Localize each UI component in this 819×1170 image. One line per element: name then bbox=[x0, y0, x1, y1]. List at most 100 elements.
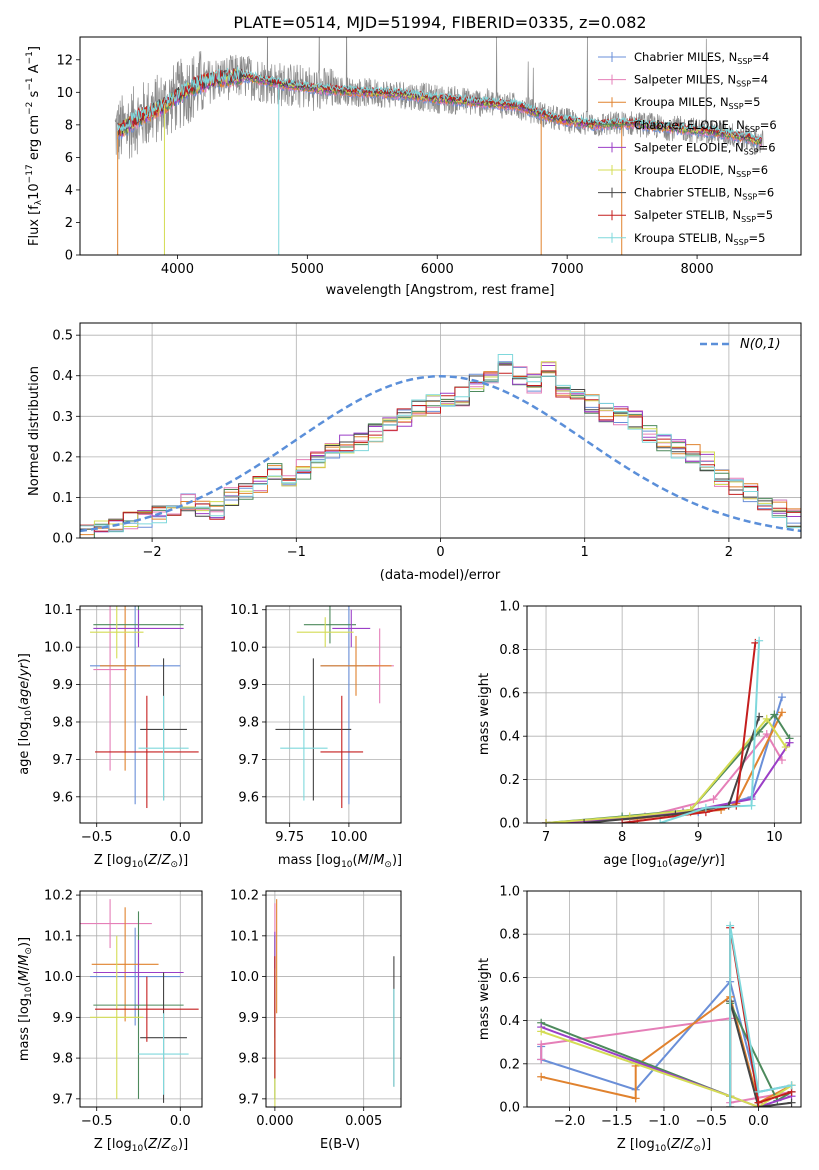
spectrum-ytick-label: 2 bbox=[65, 216, 73, 231]
legend-entry-label: Kroupa ELODIE, NSSP=6 bbox=[634, 163, 768, 179]
legend-entry-name: Salpeter MILES, N bbox=[634, 73, 736, 87]
legend-entry-name: Kroupa MILES, N bbox=[634, 95, 729, 109]
mass-vs-ebv-ytick-label: 10.2 bbox=[230, 889, 259, 904]
age-vs-mass-ytick-label: 9.8 bbox=[238, 715, 259, 730]
residuals-xtick-label: 1 bbox=[581, 545, 589, 560]
mass-vs-z-ytick-label: 10.0 bbox=[44, 970, 73, 985]
spectrum-xtick-label: 5000 bbox=[291, 262, 324, 277]
legend-entry-label: Chabrier ELODIE, NSSP=6 bbox=[634, 118, 777, 134]
legend-entry-label: Kroupa STELIB, NSSP=5 bbox=[634, 231, 765, 247]
mass-vs-z-ytick-label: 10.1 bbox=[44, 929, 73, 944]
residuals-ytick-label: 0.1 bbox=[52, 491, 73, 506]
legend-entry-label: Salpeter ELODIE, NSSP=6 bbox=[634, 140, 776, 156]
age-vs-mass-errorbars bbox=[275, 606, 394, 809]
weight-vs-z-xtick-label: −0.5 bbox=[695, 1114, 727, 1129]
legend-entry-name: Kroupa ELODIE, N bbox=[634, 163, 736, 177]
weight-vs-z-panel: −2.0 −1.5 −1.0 −0.5 0.0 0.0 0.2 0.4 0.6 0.8 1.0 Z … bbox=[477, 885, 802, 1154]
mass-vs-z-ytick-label: 9.9 bbox=[52, 1011, 73, 1026]
spectrum-xlabel: wavelength [Angstrom, rest frame] bbox=[326, 283, 555, 298]
legend-entry-count: =4 bbox=[752, 50, 769, 64]
weight-vs-age-ytick-label: 0.0 bbox=[499, 817, 520, 832]
spectrum-axes-frame bbox=[79, 36, 802, 256]
spectrum-ytick-label: 8 bbox=[65, 118, 73, 133]
age-vs-z-ytick-label: 10.0 bbox=[44, 641, 73, 656]
age-vs-z-ytick-label: 10.1 bbox=[44, 603, 73, 618]
weight-vs-z-lines bbox=[537, 921, 796, 1107]
mass-vs-z-ytick-label: 9.8 bbox=[52, 1052, 73, 1067]
age-vs-z-xtick-label: 0.0 bbox=[170, 830, 191, 845]
mass-vs-z-panel: −0.5 0.0 9.7 9.8 9.9 10.0 10.1 10.2 Z [log10(Z/… bbox=[17, 889, 203, 1154]
legend-entry-subscript: SSP bbox=[736, 170, 751, 179]
weight-vs-z-ytick-label: 0.4 bbox=[499, 1014, 520, 1029]
spectrum-ytick-label: 12 bbox=[56, 53, 73, 68]
age-vs-z-ytick-label: 9.9 bbox=[52, 678, 73, 693]
mass-vs-z-axes-frame bbox=[79, 890, 203, 1108]
mass-vs-ebv-ytick-label: 9.8 bbox=[238, 1052, 259, 1067]
residuals-xtick-label: −2 bbox=[143, 545, 162, 560]
weight-vs-age-lines bbox=[542, 636, 794, 823]
weight-vs-age-ytick-label: 0.2 bbox=[499, 773, 520, 788]
mass-vs-ebv-axes-frame bbox=[265, 890, 402, 1108]
mass-weight-line bbox=[659, 640, 761, 823]
legend-entry-count: =6 bbox=[751, 163, 768, 177]
mass-vs-z-xtick-label: 0.0 bbox=[170, 1114, 191, 1129]
weight-vs-age-xtick-label: 7 bbox=[542, 830, 550, 845]
age-vs-z-ytick-label: 9.7 bbox=[52, 753, 73, 768]
mass-weight-line bbox=[729, 925, 792, 1107]
legend-entry-subscript: SSP bbox=[737, 57, 752, 66]
mass-vs-z-ytick-label: 10.2 bbox=[44, 889, 73, 904]
legend-entry-name: Chabrier STELIB, N bbox=[634, 186, 742, 200]
residuals-legend: N(0,1) bbox=[700, 337, 781, 352]
spectrum-xtick-label: 7000 bbox=[551, 262, 584, 277]
spectrum-xtick-label: 4000 bbox=[161, 262, 194, 277]
spectrum-xtick-label: 8000 bbox=[681, 262, 714, 277]
age-vs-mass-ytick-label: 9.9 bbox=[238, 678, 259, 693]
age-vs-z-ylabel: age [log10(age/yr)] bbox=[17, 653, 34, 775]
legend-entry-subscript: SSP bbox=[736, 80, 751, 89]
figure-title: PLATE=0514, MJD=51994, FIBERID=0335, z=0… bbox=[233, 13, 646, 32]
residuals-xtick-label: 0 bbox=[436, 545, 444, 560]
weight-vs-z-ytick-label: 0.8 bbox=[499, 928, 520, 943]
legend-entry-name: Chabrier MILES, N bbox=[634, 50, 737, 64]
mass-vs-ebv-errorbars bbox=[274, 899, 395, 1107]
model-spectrum-trace bbox=[117, 66, 762, 141]
legend-entry-count: =5 bbox=[744, 95, 761, 109]
legend-entry-label: Salpeter STELIB, NSSP=5 bbox=[634, 208, 773, 224]
weight-vs-z-ytick-label: 0.2 bbox=[499, 1057, 520, 1072]
residuals-xlabel: (data-model)/error bbox=[380, 568, 501, 583]
weight-vs-age-panel: 7 8 9 10 0.0 0.2 0.4 0.6 0.8 1.0 age [log10(age/y… bbox=[477, 600, 802, 870]
mass-vs-z-xlabel: Z [log10(Z/Z⊙)] bbox=[94, 1137, 188, 1154]
age-vs-mass-xtick-label: 9.75 bbox=[275, 830, 304, 845]
normal-legend-label: N(0,1) bbox=[740, 337, 781, 352]
mass-vs-z-ytick-label: 9.7 bbox=[52, 1092, 73, 1107]
age-vs-z-errorbars bbox=[90, 606, 199, 809]
weight-vs-z-ytick-label: 0.6 bbox=[499, 971, 520, 986]
weight-vs-age-ytick-label: 0.6 bbox=[499, 686, 520, 701]
residuals-ytick-label: 0.4 bbox=[52, 369, 73, 384]
weight-vs-age-xlabel: age [log10(age/yr)] bbox=[603, 853, 725, 870]
legend-entry-count: =6 bbox=[759, 140, 776, 154]
residuals-ytick-label: 0.5 bbox=[52, 329, 73, 344]
legend-entry-label: Chabrier STELIB, NSSP=6 bbox=[634, 186, 774, 202]
legend-entry-label: Kroupa MILES, NSSP=5 bbox=[634, 95, 760, 111]
weight-vs-z-ytick-label: 0.0 bbox=[499, 1101, 520, 1116]
weight-vs-age-xtick-label: 8 bbox=[618, 830, 626, 845]
weight-vs-z-xlabel: Z [log10(Z/Z⊙)] bbox=[617, 1137, 711, 1154]
legend-entry-name: Chabrier ELODIE, N bbox=[634, 118, 745, 132]
weight-vs-z-xtick-label: 0.0 bbox=[748, 1114, 769, 1129]
mass-vs-ebv-ytick-label: 9.7 bbox=[238, 1092, 259, 1107]
weight-vs-z-ytick-label: 1.0 bbox=[499, 885, 520, 900]
mass-vs-ebv-ytick-label: 9.9 bbox=[238, 1011, 259, 1026]
mass-vs-z-ylabel: mass [log10(M/M⊙)] bbox=[17, 937, 34, 1061]
age-vs-mass-xlabel: mass [log10(M/M⊙)] bbox=[278, 853, 402, 870]
legend-entry-count: =6 bbox=[757, 186, 774, 200]
mass-vs-z-xtick-label: −0.5 bbox=[81, 1114, 113, 1129]
legend-entry-name: Kroupa STELIB, N bbox=[634, 231, 734, 245]
residual-histogram-step bbox=[80, 364, 801, 538]
residuals-panel: −2 −1 0 1 2 0.0 0.1 0.2 0.3 0.4 0.5 N(0,1) (data-m… bbox=[27, 322, 802, 583]
age-vs-z-panel: −0.5 0.0 9.6 9.7 9.8 9.9 10.0 10.1 Z [log10(Z/Z… bbox=[17, 603, 203, 870]
spectrum-traces bbox=[114, 37, 764, 255]
weight-vs-z-xtick-label: −1.0 bbox=[648, 1114, 680, 1129]
